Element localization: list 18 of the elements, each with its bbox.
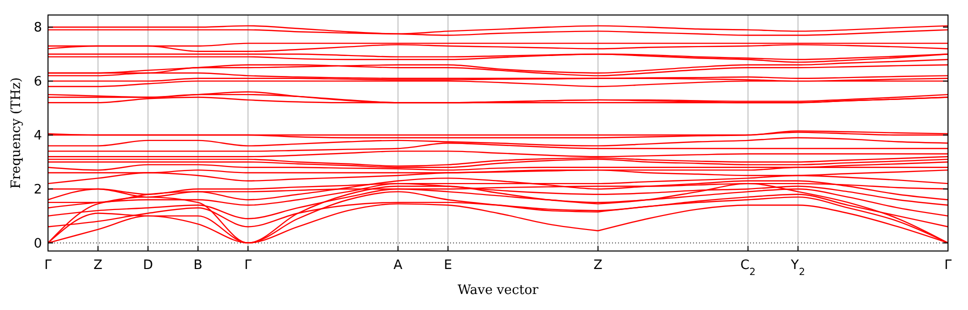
y-tick-label: 0 <box>34 236 42 252</box>
x-tick-label: A <box>394 258 403 273</box>
x-tick-label: Γ <box>944 258 952 273</box>
y-tick-label: 8 <box>34 20 42 36</box>
x-axis-title: Wave vector <box>458 283 540 298</box>
x-tick-label: Γ <box>44 258 52 273</box>
x-tick-label: C$_{2}$ <box>740 258 756 278</box>
x-tick-label: B <box>194 258 202 273</box>
y-tick-label: 4 <box>34 128 42 144</box>
x-tick-label: D <box>142 258 154 273</box>
y-tick-label: 6 <box>34 74 42 90</box>
x-tick-label: Z <box>94 258 103 273</box>
y-axis-title: Frequency (THz) <box>9 77 24 189</box>
x-tick-label: Y$_{2}$ <box>790 258 806 278</box>
x-tick-label: Z <box>594 258 603 273</box>
x-tick-label: E <box>444 258 452 273</box>
y-tick-label: 2 <box>34 182 42 198</box>
x-tick-label: Γ <box>244 258 252 273</box>
